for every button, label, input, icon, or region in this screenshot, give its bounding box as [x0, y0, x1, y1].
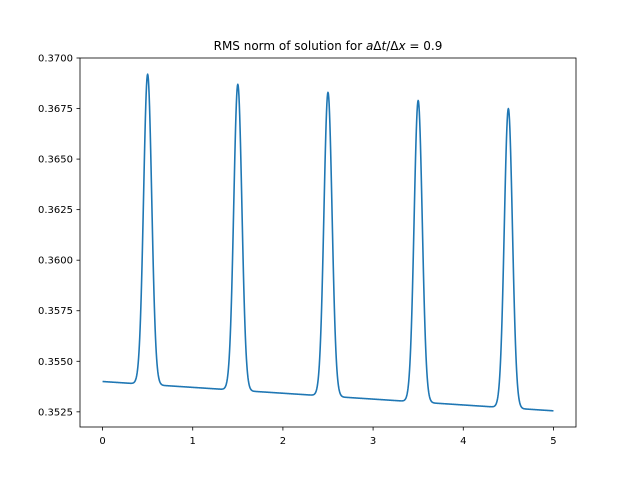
y-tick-label: 0.3525 [38, 407, 73, 418]
y-tick-label: 0.3550 [38, 357, 73, 368]
x-tick-label: 4 [460, 436, 466, 447]
y-tick-label: 0.3650 [38, 155, 73, 166]
plot-area [102, 73, 554, 412]
x-tick-label: 3 [370, 436, 376, 447]
x-tick-label: 5 [550, 436, 556, 447]
y-tick-label: 0.3700 [38, 54, 73, 65]
x-tick-label: 1 [190, 436, 196, 447]
axes: 0 1 2 3 4 5 0.3525 0.3550 0.3575 0.3600 0.3625 0.36… [38, 54, 577, 447]
y-tick-label: 0.3600 [38, 256, 73, 267]
y-tick-label: 0.3675 [38, 104, 73, 115]
x-tick-label: 2 [280, 436, 286, 447]
axes-frame [79, 57, 577, 428]
y-tick-label: 0.3575 [38, 306, 73, 317]
x-tick-label: 0 [99, 436, 105, 447]
series-line [102, 73, 554, 412]
chart-title: RMS norm of solution for aΔt/Δx = 0.9 [214, 39, 443, 53]
y-tick-label: 0.3625 [38, 205, 73, 216]
